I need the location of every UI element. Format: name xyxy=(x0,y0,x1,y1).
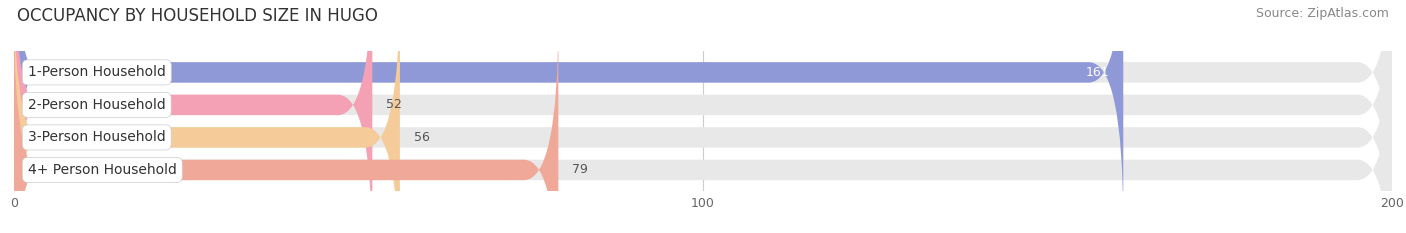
Text: 4+ Person Household: 4+ Person Household xyxy=(28,163,177,177)
FancyBboxPatch shape xyxy=(14,0,1123,225)
FancyBboxPatch shape xyxy=(14,18,558,233)
FancyBboxPatch shape xyxy=(14,0,373,233)
Text: 2-Person Household: 2-Person Household xyxy=(28,98,166,112)
Text: 161: 161 xyxy=(1085,66,1109,79)
FancyBboxPatch shape xyxy=(14,0,1392,233)
Text: Source: ZipAtlas.com: Source: ZipAtlas.com xyxy=(1256,7,1389,20)
Text: 56: 56 xyxy=(413,131,429,144)
FancyBboxPatch shape xyxy=(14,18,1392,233)
Text: 52: 52 xyxy=(387,98,402,111)
Text: OCCUPANCY BY HOUSEHOLD SIZE IN HUGO: OCCUPANCY BY HOUSEHOLD SIZE IN HUGO xyxy=(17,7,378,25)
FancyBboxPatch shape xyxy=(14,0,399,233)
FancyBboxPatch shape xyxy=(14,0,1392,225)
Text: 1-Person Household: 1-Person Household xyxy=(28,65,166,79)
Text: 79: 79 xyxy=(572,163,588,176)
Text: 3-Person Household: 3-Person Household xyxy=(28,130,166,144)
FancyBboxPatch shape xyxy=(14,0,1392,233)
